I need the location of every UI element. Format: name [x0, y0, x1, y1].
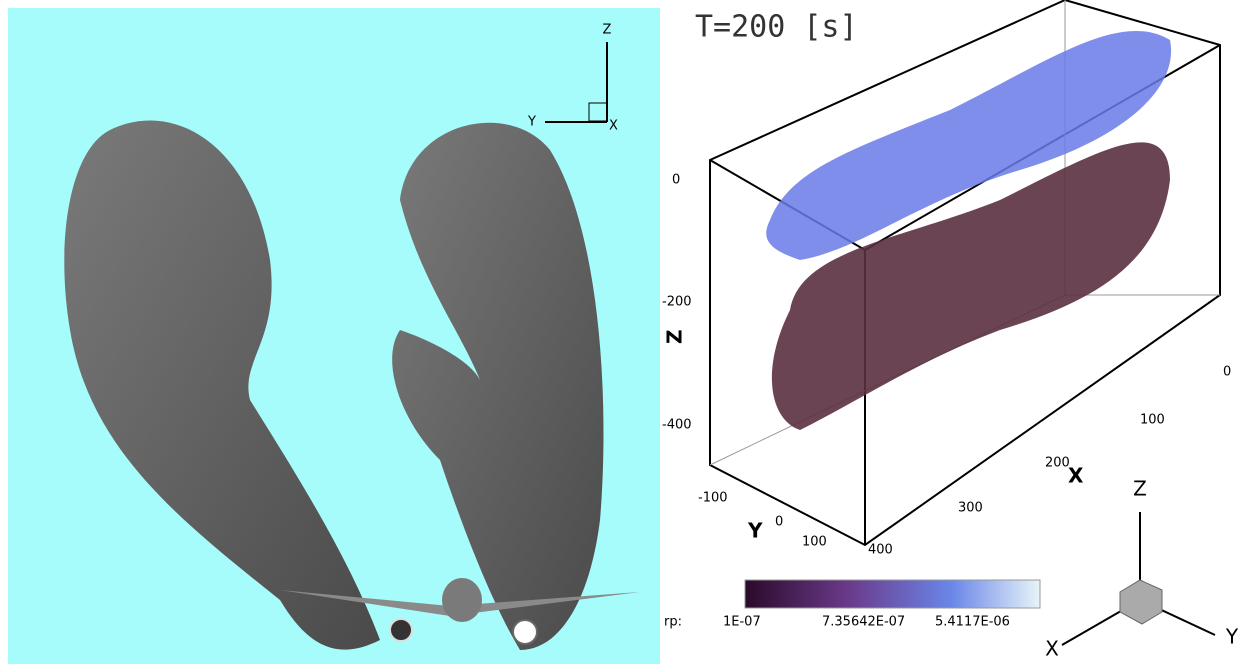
z-axis-label: Z — [663, 329, 687, 344]
right-panel: T=200 [s] 0 -200 -400 Z 0 100 200 300 40… — [662, 0, 1239, 661]
x-tick-label: 200 — [1045, 456, 1070, 471]
engine — [390, 619, 412, 641]
z-tick-label: 0 — [672, 173, 680, 188]
colorbar — [745, 580, 1040, 608]
z-tick-label: -400 — [662, 418, 692, 433]
x-tick-label: 100 — [1140, 413, 1165, 428]
colorbar-label: 1E-07 — [723, 615, 761, 630]
x-tick-label: 0 — [1223, 365, 1231, 380]
y-tick-label: -100 — [698, 491, 728, 506]
axis-label: Y — [527, 115, 536, 130]
y-axis-label: Y — [747, 519, 763, 543]
z-tick-label: -200 — [662, 295, 692, 310]
aircraft-body — [442, 578, 482, 622]
x-tick-label: 300 — [958, 501, 983, 516]
left-panel: Z Y X — [8, 8, 660, 664]
triad-label: Z — [1133, 477, 1147, 501]
axis-label: Z — [603, 23, 612, 38]
colorbar-label: 7.35642E-07 — [822, 615, 905, 630]
y-tick-label: 100 — [802, 535, 827, 550]
triad-label: X — [1045, 637, 1059, 661]
axis-label: X — [609, 119, 618, 134]
x-axis-label: X — [1068, 464, 1084, 488]
orientation-triad — [1062, 512, 1215, 645]
engine — [513, 620, 537, 644]
triad-label: Y — [1225, 625, 1239, 649]
x-tick-label: 400 — [868, 543, 893, 558]
colorbar-label: 5.4117E-06 — [935, 615, 1010, 630]
time-label: T=200 [s] — [695, 10, 858, 45]
colorbar-variable: rp: — [664, 615, 682, 630]
y-tick-label: 0 — [775, 515, 783, 530]
figure: Z Y X T=200 [s] 0 -200 -400 Z 0 100 200 … — [0, 0, 1253, 664]
